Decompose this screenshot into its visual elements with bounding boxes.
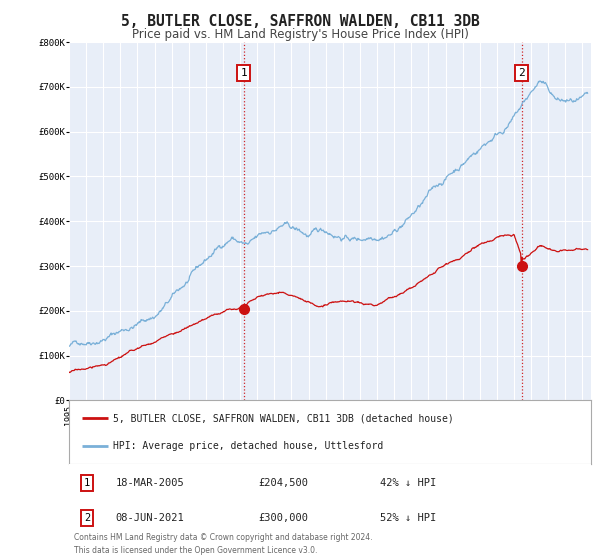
Text: 1: 1 — [241, 68, 247, 78]
Text: 42% ↓ HPI: 42% ↓ HPI — [380, 478, 436, 488]
Text: This data is licensed under the Open Government Licence v3.0.: This data is licensed under the Open Gov… — [74, 546, 317, 555]
Text: 52% ↓ HPI: 52% ↓ HPI — [380, 512, 436, 522]
Text: HPI: Average price, detached house, Uttlesford: HPI: Average price, detached house, Uttl… — [113, 441, 383, 451]
Text: 08-JUN-2021: 08-JUN-2021 — [116, 512, 184, 522]
Text: 5, BUTLER CLOSE, SAFFRON WALDEN, CB11 3DB (detached house): 5, BUTLER CLOSE, SAFFRON WALDEN, CB11 3D… — [113, 413, 454, 423]
Text: 18-MAR-2005: 18-MAR-2005 — [116, 478, 184, 488]
Text: Price paid vs. HM Land Registry's House Price Index (HPI): Price paid vs. HM Land Registry's House … — [131, 28, 469, 41]
Text: Contains HM Land Registry data © Crown copyright and database right 2024.: Contains HM Land Registry data © Crown c… — [74, 533, 373, 542]
Text: 1: 1 — [84, 478, 91, 488]
Text: £204,500: £204,500 — [258, 478, 308, 488]
Text: 2: 2 — [518, 68, 525, 78]
Text: 5, BUTLER CLOSE, SAFFRON WALDEN, CB11 3DB: 5, BUTLER CLOSE, SAFFRON WALDEN, CB11 3D… — [121, 14, 479, 29]
Text: £300,000: £300,000 — [258, 512, 308, 522]
Text: 2: 2 — [84, 512, 91, 522]
